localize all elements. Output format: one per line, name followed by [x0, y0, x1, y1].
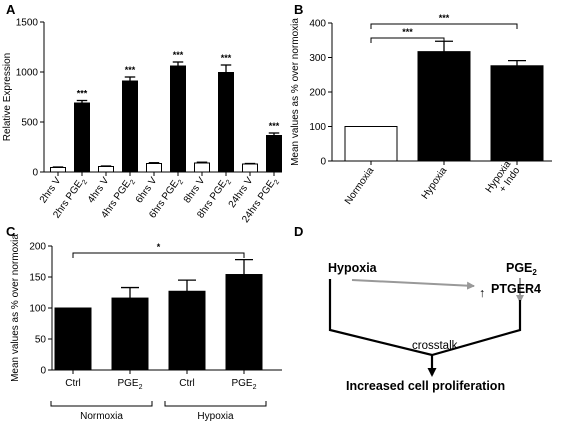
chart-b: 0 100 200 300 400 Mean values as % over normo…	[290, 13, 552, 207]
x-tick-label: PGE2	[117, 378, 142, 391]
bar	[111, 297, 149, 371]
x-tick-label-sub: 2	[139, 384, 143, 391]
group-label: Hypoxia	[197, 411, 234, 422]
x-tick-label-sub: 2	[253, 384, 257, 391]
y-tick-label: 100	[29, 304, 46, 315]
bar	[74, 102, 90, 173]
bar	[266, 135, 282, 173]
y-tick-label: 0	[320, 157, 326, 168]
y-tick-label: 400	[309, 19, 326, 30]
x-tick-label-sub: 2	[129, 179, 137, 186]
bar	[242, 163, 258, 173]
x-tick-label-sub: 2	[81, 179, 89, 186]
y-tick-label: 1000	[16, 68, 39, 79]
bracket-label: *	[157, 242, 161, 252]
y-tick-label: 150	[29, 273, 46, 284]
x-tick-label: Ctrl	[179, 378, 195, 389]
chart-c: 0 50 100 150 200 Mean values as % over normox…	[10, 234, 282, 422]
x-tick-label-base: Ctrl	[179, 378, 195, 389]
x-tick-label-line: Hypoxia	[420, 165, 450, 201]
x-tick-label: Hypoxia+ Indo	[484, 159, 523, 202]
panel-letter-c: C	[6, 224, 16, 239]
significance-bracket	[370, 23, 518, 29]
group-bracket	[50, 401, 153, 407]
y-axis-title: Mean values as % over normoxia	[10, 234, 21, 382]
y-tick-label: 50	[35, 335, 47, 346]
significance-bracket	[72, 252, 245, 258]
x-tick-label-sub: 2	[177, 179, 185, 186]
y-tick-label: 1500	[16, 18, 39, 29]
bar	[146, 163, 162, 173]
panel-letter-d: D	[294, 224, 303, 239]
bracket-label: ***	[439, 13, 450, 23]
y-tick-label: 200	[309, 88, 326, 99]
bar	[170, 65, 186, 173]
ptger4-node: PTGER4	[491, 282, 541, 296]
panel-letter-a: A	[6, 2, 16, 17]
significance-label: ***	[173, 50, 184, 60]
pge2-node: PGE2	[506, 261, 537, 277]
crosstalk-label: crosstalk	[412, 340, 458, 352]
x-tick-label-sub: 2	[225, 179, 233, 186]
y-tick-label: 0	[40, 366, 46, 377]
hypoxia-node: Hypoxia	[328, 261, 378, 275]
significance-label: ***	[77, 89, 88, 99]
up-arrow-icon: ↑	[479, 286, 485, 300]
y-tick-label: 0	[32, 168, 38, 179]
x-tick-label-base: PGE	[117, 378, 138, 389]
y-tick-label: 300	[309, 53, 326, 64]
chart-a: 0 500 1000 1500 Relative Expression *** *** ***…	[2, 18, 282, 225]
x-tick-label-base: PGE	[231, 378, 252, 389]
pge2-node-base: PGE	[506, 261, 532, 275]
x-tick-label-sub: 2	[273, 179, 281, 186]
x-tick-label: PGE2	[231, 378, 256, 391]
bar	[122, 80, 138, 173]
y-tick-label: 200	[29, 242, 46, 253]
bar	[417, 51, 471, 162]
y-tick-label: 100	[309, 122, 326, 133]
x-tick-label: Ctrl	[65, 378, 81, 389]
group-label: Normoxia	[80, 411, 123, 422]
bracket-label: ***	[402, 27, 413, 37]
x-tick-label: Hypoxia	[420, 165, 450, 201]
bar	[50, 167, 66, 173]
bar	[168, 290, 206, 371]
bar	[98, 166, 114, 173]
bar	[218, 72, 234, 173]
bar	[225, 274, 263, 371]
significance-label: ***	[221, 53, 232, 63]
y-tick-label: 500	[21, 118, 38, 129]
panel-letter-b: B	[294, 2, 303, 17]
y-axis-title: Mean values as % over normoxia	[290, 18, 301, 166]
significance-label: ***	[125, 65, 136, 75]
x-tick-label-base: Ctrl	[65, 378, 81, 389]
bar	[54, 307, 92, 371]
group-bracket	[164, 401, 267, 407]
hypoxia-to-ptger4-arrow	[351, 279, 475, 290]
y-axis-title: Relative Expression	[2, 53, 13, 141]
bar	[490, 65, 544, 162]
pathway-diagram: Hypoxia PGE2 ↑ PTGER4 crosstalk Increase…	[328, 261, 541, 393]
x-tick-label-line: Normoxia	[343, 165, 377, 207]
bar	[344, 126, 398, 162]
significance-bracket	[370, 37, 445, 43]
outcome-label: Increased cell proliferation	[346, 379, 505, 393]
bar	[194, 162, 210, 173]
significance-label: ***	[269, 121, 280, 131]
pge2-node-sub: 2	[532, 268, 537, 277]
x-tick-label: Normoxia	[343, 165, 377, 207]
